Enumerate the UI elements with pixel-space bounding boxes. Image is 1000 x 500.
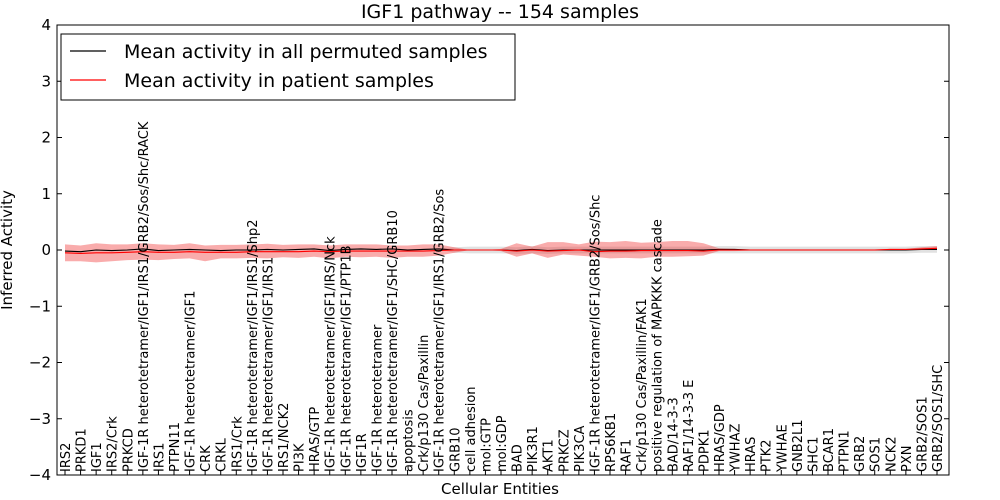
x-tick-label: HRAS [744,437,759,472]
x-tick-label: YWHAZ [729,424,744,473]
x-tick-label: PRKCZ [557,429,572,472]
x-tick-label: IRS1/Crk [230,416,245,472]
x-tick-label: apoptosis [402,409,417,472]
y-tick-label: −3 [29,410,51,428]
legend: Mean activity in all permuted samples Me… [60,33,516,101]
x-tick-label: PRKCD [121,428,136,472]
x-tick-label: PI3K [293,443,308,472]
x-tick-label: cell adhesion [464,386,479,472]
x-tick-label: SHC1 [806,437,821,472]
plot-area [64,241,938,263]
x-tick-label: IRS2 [59,443,74,472]
x-tick-label: PXN [900,446,915,472]
x-tick-label: IGF-1R heterotetramer/IGF1 [184,291,199,472]
x-tick-label: IGF1R [355,433,370,472]
y-tick-label: 2 [41,129,51,147]
x-tick-label: RPS6KB1 [604,413,619,472]
y-tick-label: 4 [41,16,51,34]
x-tick-label: AKT1 [542,439,557,472]
x-tick-label: IGF-1R heterotetramer/IGF1/IRS1/GRB2/Sos… [137,121,152,472]
y-tick-label: −1 [29,297,51,315]
y-tick-label: 3 [41,72,51,90]
y-axis-label: Inferred Activity [0,190,16,310]
x-tick-label: IGF-1R heterotetramer/IGF1/IRS/Nck [324,236,339,472]
band-patient [65,241,937,263]
x-tick-label: GRB2/SOS1 [915,396,930,472]
x-tick-label: mol:GTP [479,418,494,472]
x-tick-label: mol:GDP [495,415,510,472]
y-tick-label: 0 [41,241,51,259]
chart-title: IGF1 pathway -- 154 samples [361,1,639,23]
x-tick-label: HRAS/GTP [308,407,323,472]
x-tick-label: PDPK1 [697,430,712,473]
x-tick-label: IRS1 [152,443,167,472]
y-tick-label: −2 [29,354,51,372]
x-tick-label: IGF-1R heterotetramer/IGF1/IRS1/Shp2 [246,219,261,472]
x-tick-label: IRS1/NCK2 [277,403,292,472]
x-tick-label: GRB2/SOS1/SHC [931,365,946,472]
x-tick-label: BAD/14-3-3 [666,397,681,472]
x-tick-label: PIK3R1 [526,426,541,472]
y-tick-label: −4 [29,466,51,484]
x-tick-label: positive regulation of MAPKKK cascade [651,219,666,472]
x-tick-label: IGF-1R heterotetramer/IGF1/SHC/GRB10 [386,210,401,472]
x-tick-label: SOS1 [869,437,884,472]
x-tick-label: IGF-1R heterotetramer/IGF1/IRS1 [261,257,276,472]
x-tick-label: PTK2 [760,439,775,472]
x-tick-label: IGF-1R heterotetramer/IGF1/PTP1B [339,245,354,472]
legend-label-patient: Mean activity in patient samples [124,70,434,92]
x-tick-label: GRB2 [853,436,868,472]
x-tick-label: CRKL [215,437,230,472]
x-tick-label: PIK3CA [573,425,588,472]
y-axis: 4 3 2 1 0 −1 −2 −3 −4 [29,16,949,484]
x-tick-label: PRKD1 [75,428,90,472]
x-tick-label: PTPN1 [838,430,853,472]
legend-frame [60,33,516,101]
x-tick-label: BAD [511,444,526,472]
x-tick-label: IGF-1R heterotetramer/IGF1/GRB2/Sos/Shc [588,195,603,472]
x-tick-label: NCK2 [884,436,899,472]
x-tick-label: RAF1/14-3-3 E [682,380,697,472]
x-tick-label: Crk/p130 Cas/Paxillin [417,335,432,472]
x-tick-label: IRS2/Crk [106,416,121,472]
x-tick-label: YWHAE [775,424,790,473]
x-axis: IRS2 PRKD1 IGF1 IRS2/Crk PRKCD IGF-1R heterot… [59,121,946,475]
x-tick-label: CRK [199,445,214,472]
legend-label-permuted: Mean activity in all permuted samples [124,41,487,63]
x-tick-label: GNB2L1 [791,419,806,472]
x-tick-label: BCAR1 [822,428,837,472]
x-tick-label: IGF-1R heterotetramer [370,324,385,472]
series-line-patient [64,247,938,254]
x-tick-label: RAF1 [620,439,635,472]
x-tick-label: HRAS/GDP [713,404,728,472]
x-axis-label: Cellular Entities [441,480,559,498]
x-tick-label: IGF1 [90,442,105,472]
x-tick-label: IGF-1R heterotetramer/IGF1/IRS1/GRB2/Sos [433,189,448,472]
x-tick-label: Crk/p130 Cas/Paxillin/FAK1 [635,298,650,472]
x-tick-label: PTPN11 [168,422,183,472]
x-tick-label: GRB10 [448,427,463,472]
y-tick-label: 1 [41,185,51,203]
